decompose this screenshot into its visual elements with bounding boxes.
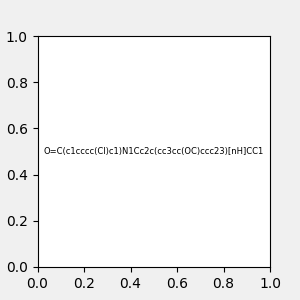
- Text: O=C(c1cccc(Cl)c1)N1Cc2c(cc3cc(OC)ccc23)[nH]CC1: O=C(c1cccc(Cl)c1)N1Cc2c(cc3cc(OC)ccc23)[…: [44, 147, 264, 156]
